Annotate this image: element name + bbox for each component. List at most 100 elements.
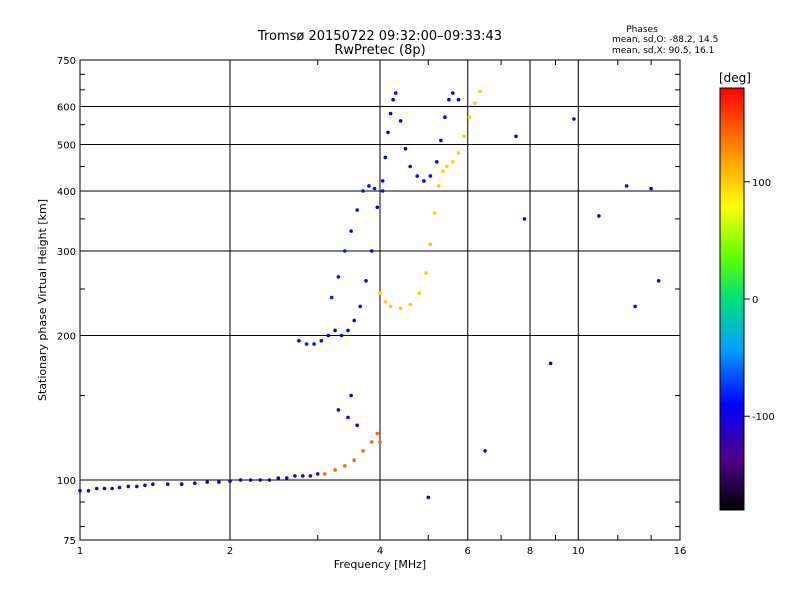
data-point <box>467 115 472 119</box>
x-axis-label: Frequency [MHz] <box>334 558 426 571</box>
data-point <box>422 179 426 183</box>
phase-info-title: Phases <box>626 25 658 35</box>
data-point <box>548 361 553 366</box>
data-point <box>248 478 253 482</box>
data-point <box>624 184 629 188</box>
data-point <box>361 449 365 453</box>
data-point <box>456 97 461 102</box>
data-point <box>336 275 341 279</box>
series-o-mode-f-trace <box>297 91 461 346</box>
colorbar-tick-label: 0 <box>752 295 758 306</box>
y-tick-label: 500 <box>57 141 76 152</box>
phase-info-o: mean, sd,O: -88.2, 14.5 <box>612 35 718 45</box>
data-point <box>456 151 461 155</box>
data-point <box>352 318 357 323</box>
data-point <box>228 479 232 483</box>
data-point <box>375 205 380 210</box>
series-upper-f-trace <box>329 184 385 300</box>
data-point <box>319 339 324 343</box>
data-point <box>369 440 374 444</box>
data-point <box>633 304 637 309</box>
data-point <box>117 485 122 490</box>
x-tick-label: 1 <box>77 546 83 557</box>
data-point <box>447 97 451 102</box>
data-point <box>355 208 360 212</box>
data-point <box>398 119 403 123</box>
data-point <box>415 174 420 178</box>
data-point <box>388 304 393 309</box>
data-point <box>435 160 439 164</box>
data-point <box>308 474 313 478</box>
data-point <box>378 291 382 296</box>
data-point <box>349 393 353 398</box>
data-point <box>285 476 289 480</box>
data-point <box>426 495 431 500</box>
data-point <box>361 189 365 193</box>
data-point <box>135 484 139 489</box>
data-point <box>352 458 357 463</box>
chart-title: Tromsø 20150722 09:32:00–09:33:43 <box>257 29 502 44</box>
data-point <box>343 464 347 468</box>
data-point <box>346 328 350 333</box>
series-e-layer-trace <box>78 472 320 493</box>
data-point <box>649 186 653 191</box>
y-tick-label: 200 <box>57 332 76 343</box>
data-point <box>86 488 91 493</box>
data-point <box>326 333 331 338</box>
data-point <box>522 217 527 221</box>
data-point <box>110 486 114 491</box>
data-point <box>193 481 197 486</box>
data-point <box>349 229 353 233</box>
colorbar-tick-label: 100 <box>752 178 771 189</box>
data-point <box>437 184 441 188</box>
data-point <box>383 300 388 304</box>
data-point <box>375 431 380 436</box>
data-point <box>441 169 445 173</box>
x-tick-label: 2 <box>227 546 233 557</box>
data-point <box>597 214 601 218</box>
y-axis-ticks: 75 100 200 300 400 500 600 750 <box>57 56 680 547</box>
data-point <box>388 111 393 116</box>
data-point <box>151 482 155 487</box>
data-point <box>398 306 403 311</box>
data-point <box>276 476 281 480</box>
data-point <box>378 440 382 444</box>
data-point <box>358 304 363 309</box>
y-tick-label: 100 <box>57 476 76 487</box>
colorbar <box>719 87 745 511</box>
data-point <box>258 478 263 482</box>
data-point <box>473 101 477 105</box>
data-point <box>179 482 184 487</box>
colorbar-label: [deg] <box>719 71 751 85</box>
x-tick-label: 10 <box>572 546 585 557</box>
data-point <box>293 474 297 478</box>
series-scattered-echoes <box>336 117 661 500</box>
data-point <box>462 134 466 139</box>
data-point <box>333 328 337 333</box>
data-point <box>417 291 422 296</box>
data-point <box>301 474 305 478</box>
data-point <box>432 211 437 215</box>
x-tick-label: 8 <box>527 546 533 557</box>
data-point <box>369 249 374 253</box>
y-tick-label: 750 <box>57 56 76 67</box>
data-point <box>372 186 377 191</box>
data-point <box>315 472 320 476</box>
data-point <box>408 302 413 307</box>
y-axis-label: Stationary phase Virtual Height [km] <box>36 199 49 401</box>
data-point <box>443 115 447 119</box>
data-point <box>339 333 344 338</box>
data-point <box>126 484 131 489</box>
data-point <box>367 184 371 188</box>
data-point <box>428 242 433 246</box>
data-point <box>364 279 368 283</box>
data-point <box>205 480 209 484</box>
data-point <box>343 249 347 253</box>
data-point <box>403 146 408 151</box>
series-x-mode-f-trace <box>378 89 482 311</box>
colorbar-ticks: 100 0 -100 <box>744 178 775 423</box>
data-point <box>383 155 388 160</box>
data-point <box>380 179 385 183</box>
y-tick-label: 75 <box>63 536 76 547</box>
data-point <box>297 339 301 343</box>
